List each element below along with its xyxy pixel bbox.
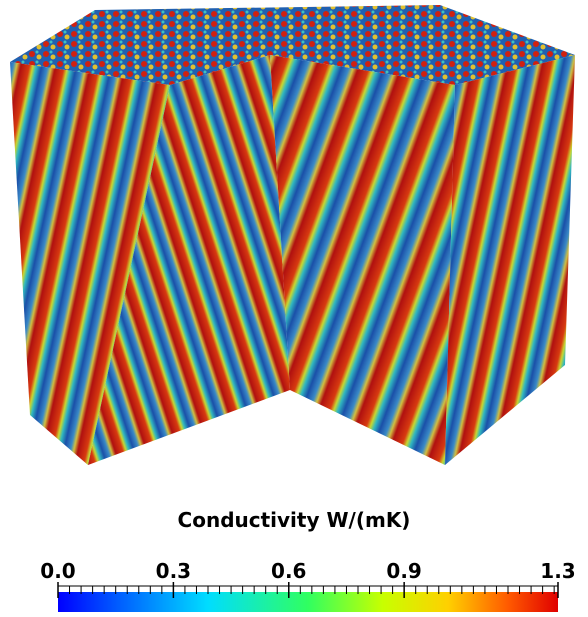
tick-label: 1.3: [540, 559, 575, 583]
tick-label: 0.3: [156, 559, 191, 583]
colorbar: [58, 592, 558, 612]
front-face: [88, 55, 290, 465]
top-face: [10, 5, 575, 85]
right-face: [445, 55, 575, 465]
colorbar-title: Conductivity W/(mK): [178, 508, 411, 532]
tick-label: 0.9: [386, 559, 421, 583]
left-face: [10, 62, 170, 465]
inner-face: [270, 55, 455, 465]
tick-label: 0.6: [271, 559, 306, 583]
block-render: [10, 5, 575, 465]
tick-label: 0.0: [40, 559, 75, 583]
